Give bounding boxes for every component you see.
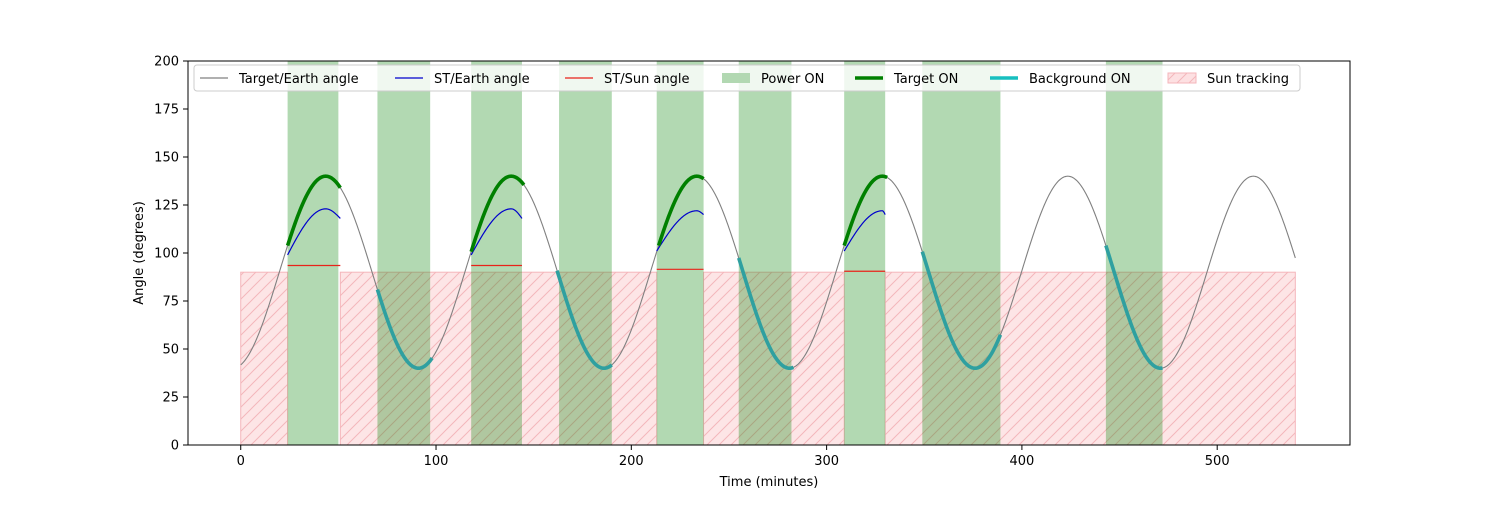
power-on-span-6 xyxy=(738,61,792,445)
sun-tracking-hatch-4 xyxy=(884,271,1296,445)
y-axis-label: Angle (degrees) xyxy=(132,201,147,305)
power-on-span-7 xyxy=(844,61,886,445)
y-tick-label: 150 xyxy=(154,151,179,166)
y-tick-label: 125 xyxy=(154,199,179,214)
y-tick-label: 75 xyxy=(162,295,179,310)
sun-tracking-hatch-2 xyxy=(339,271,658,445)
legend: Target/Earth angle ST/Earth angle ST/Sun a… xyxy=(193,64,1301,92)
power-on-span-2 xyxy=(377,61,431,445)
y-tick-label: 25 xyxy=(162,391,179,406)
legend-label-target-on: Target ON xyxy=(893,72,958,87)
sun-tracking-hatch-3 xyxy=(703,271,845,445)
legend-label-sun-tracking: Sun tracking xyxy=(1207,72,1289,87)
x-tick-label: 300 xyxy=(814,454,839,469)
background-on-segment-3 xyxy=(737,257,795,371)
background-on-segment-1 xyxy=(375,289,434,371)
background-on-segment-2 xyxy=(555,270,613,371)
power-on-span-8 xyxy=(922,61,1001,445)
background-on-segment-5 xyxy=(1104,245,1163,371)
power-on-span-4 xyxy=(559,61,612,445)
st-earth-angle-segment-2 xyxy=(470,208,523,256)
x-axis-label: Time (minutes) xyxy=(719,475,819,490)
legend-label-st-sun-angle: ST/Sun angle xyxy=(604,72,690,87)
power-on-span-9 xyxy=(1105,61,1163,445)
target-on-segment-3 xyxy=(656,174,705,247)
y-tick-label: 0 xyxy=(171,439,179,454)
target-on-segment-1 xyxy=(285,174,342,247)
legend-swatch-hatch-sun-tracking xyxy=(1168,73,1196,83)
x-tick-label: 200 xyxy=(619,454,644,469)
st-earth-angle-segment-1 xyxy=(287,208,341,256)
x-tick-label: 400 xyxy=(1009,454,1034,469)
x-tick-label: 500 xyxy=(1205,454,1230,469)
background-on-segment-4 xyxy=(920,251,1003,371)
y-tick-label: 175 xyxy=(154,103,179,118)
power-on-span-1 xyxy=(287,61,339,445)
y-tick-label: 100 xyxy=(154,247,179,262)
sun-tracking-hatch-1 xyxy=(240,271,289,445)
y-tick-label: 50 xyxy=(162,343,179,358)
legend-label-target-earth-angle: Target/Earth angle xyxy=(238,72,359,87)
x-axis: 0 100 200 300 400 500 xyxy=(237,445,1230,469)
legend-label-st-earth-angle: ST/Earth angle xyxy=(434,72,530,87)
legend-swatch-power-on xyxy=(722,73,750,83)
y-tick-label: 200 xyxy=(154,55,179,70)
power-on-span-3 xyxy=(471,61,522,445)
x-tick-label: 100 xyxy=(424,454,449,469)
legend-label-power-on: Power ON xyxy=(761,72,824,87)
target-on-segment-2 xyxy=(469,174,526,253)
x-tick-label: 0 xyxy=(237,454,245,469)
power-on-span-5 xyxy=(656,61,704,445)
st-earth-angle-segment-4 xyxy=(843,210,886,252)
plot-area xyxy=(240,61,1296,445)
st-earth-angle-segment-3 xyxy=(656,210,704,252)
legend-label-background-on: Background ON xyxy=(1029,72,1131,87)
y-axis: 0 25 50 75 100 125 150 175 200 xyxy=(154,55,188,454)
target-on-segment-4 xyxy=(842,174,888,247)
